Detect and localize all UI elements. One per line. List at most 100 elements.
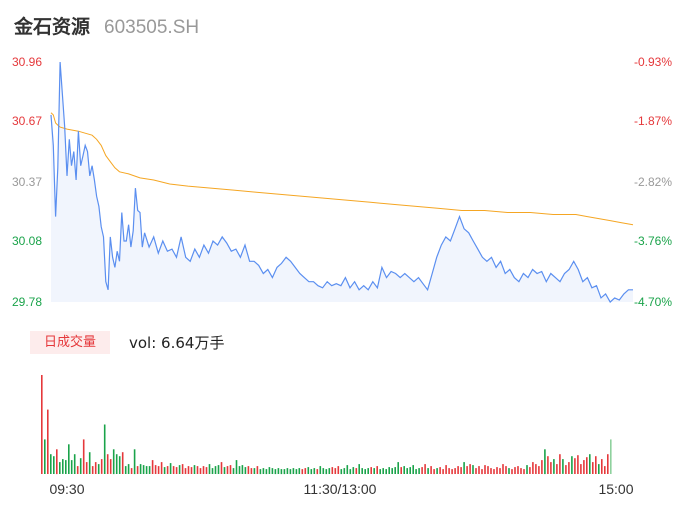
volume-bar [247,466,250,474]
volume-bar [574,458,576,474]
time-tick-label: 09:30 [49,481,84,497]
volume-bar [304,468,307,474]
volume-bar [100,459,103,474]
volume-bar [145,466,148,474]
volume-bar [130,468,133,474]
volume-bar [364,469,366,475]
volume-bar [568,462,570,474]
volume-bar [322,468,325,474]
volume-bar [301,469,304,475]
volume-bar [412,465,414,474]
volume-bar [445,465,447,474]
volume-bar [259,469,262,475]
volume-bar [184,468,187,474]
volume-bar [484,465,486,474]
price-tick-label: 30.37 [12,175,42,189]
volume-bar [571,456,573,474]
average-price-line [50,112,634,226]
volume-bar [70,460,73,474]
volume-bar [478,466,480,474]
percent-tick-label: -1.87% [634,114,672,128]
volume-bar [550,462,552,474]
volume-bar [250,468,253,474]
volume-bar [514,467,516,474]
volume-bar [181,464,184,474]
volume-bar [59,462,61,474]
volume-bar [265,469,268,475]
volume-bar [430,466,432,474]
volume-bar [373,468,375,474]
volume-bar [415,469,417,475]
volume-bar [178,465,181,474]
volume-bar [520,468,522,474]
volume-bar [589,454,591,474]
price-tick-label: 30.67 [12,114,42,128]
volume-bar [319,466,322,474]
volume-bar [313,468,316,474]
volume-bar [547,456,549,474]
volume-bar [280,469,283,475]
volume-bar [391,468,393,474]
volume-bar [235,460,238,474]
volume-bar [283,469,286,475]
stock-name: 金石资源 [14,16,91,38]
time-tick-label: 15:00 [598,481,633,497]
volume-bar [73,454,76,474]
volume-bar [352,467,355,474]
volume-bar [436,468,438,474]
volume-bar [556,464,558,474]
volume-bar [529,467,531,474]
volume-bar [47,409,49,474]
volume-bar [85,462,88,474]
volume-bar [463,462,465,474]
volume-bar [565,465,567,474]
volume-bar [169,463,172,474]
volume-bar [523,469,525,475]
volume-bar [559,454,561,474]
volume-bar [79,458,82,474]
price-tick-label: 30.96 [12,55,42,69]
volume-bar [334,468,337,474]
volume-bar [286,468,289,474]
volume-bar [439,467,441,474]
volume-bar [139,464,142,474]
volume-bar [487,466,489,474]
volume-bar [166,466,169,474]
volume-bar [433,469,435,475]
volume-bar [349,469,352,475]
volume-bar [394,467,396,474]
volume-bar [217,465,220,474]
volume-bar [406,468,408,474]
volume-bar [421,467,423,474]
volume-bar [511,469,513,475]
volume-bar [103,424,106,474]
volume-bar [586,457,588,474]
time-axis-labels: 09:30 11:30/13:00 15:00 [49,481,633,497]
volume-bar [202,466,205,474]
volume-bar [238,466,241,474]
volume-bar [253,468,256,474]
volume-bar [442,469,444,475]
volume-bar [367,468,369,474]
volume-bar [385,469,387,475]
volume-bar [190,467,193,474]
volume-bar [400,467,402,474]
volume-bar [397,462,399,474]
volume-bar [607,454,609,474]
volume-bar [229,465,232,474]
price-axis-labels: 30.96 30.67 30.37 30.08 29.78 [12,55,42,309]
volume-bar [331,467,334,474]
volume-bar [187,466,190,474]
volume-bar [538,466,540,474]
volume-bar [151,460,154,474]
volume-tab[interactable]: 日成交量 [30,331,110,354]
volume-bar [115,454,118,474]
stock-code: 603505.SH [104,17,200,38]
volume-bar [535,464,537,474]
volume-bar [337,466,340,474]
volume-bar [298,468,301,474]
volume-bar [448,468,450,474]
volume-bar [358,464,360,474]
volume-bar [220,462,223,474]
volume-bar [427,468,429,474]
